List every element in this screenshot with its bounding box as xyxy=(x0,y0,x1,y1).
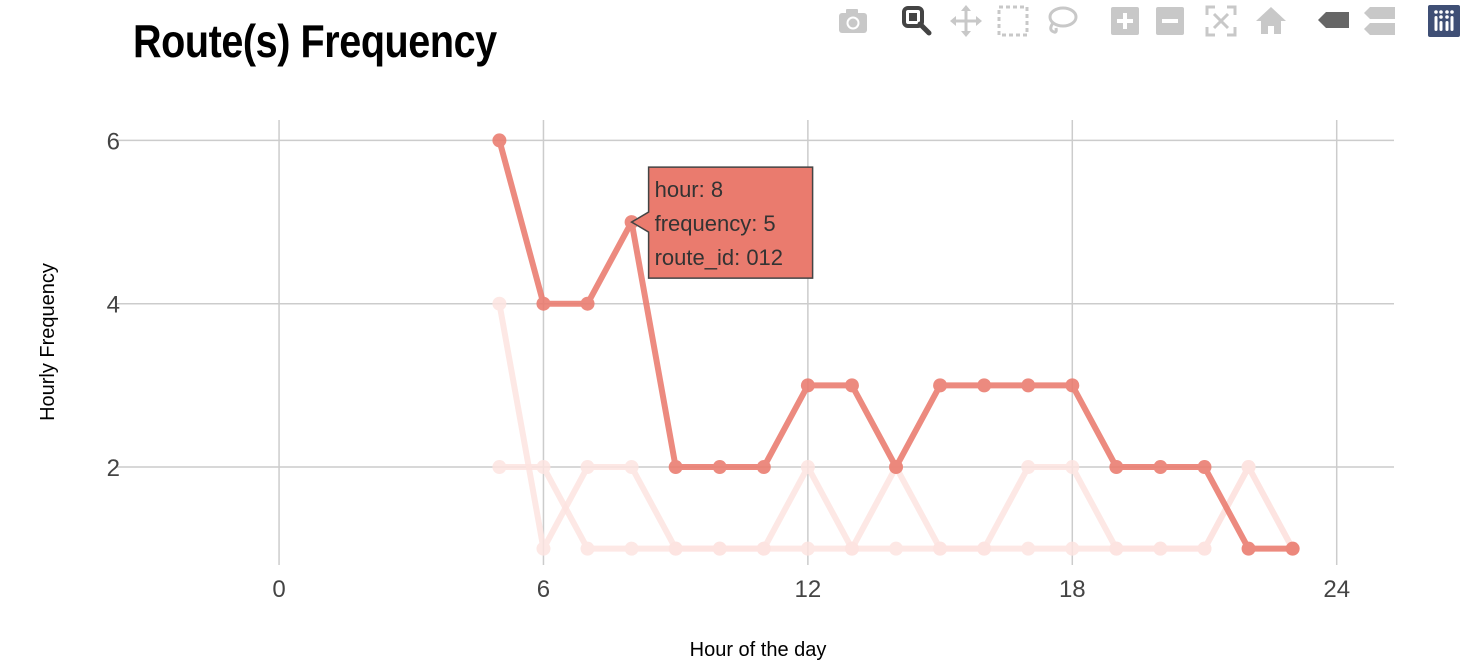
data-point[interactable] xyxy=(1197,541,1212,556)
data-point[interactable] xyxy=(492,133,507,148)
data-point[interactable] xyxy=(624,541,639,556)
data-point[interactable] xyxy=(1153,460,1168,475)
data-point[interactable] xyxy=(1241,460,1256,475)
data-point[interactable] xyxy=(492,296,507,311)
data-point[interactable] xyxy=(889,541,904,556)
series-2[interactable] xyxy=(492,460,1300,556)
data-point[interactable] xyxy=(977,541,992,556)
chart-title: Route(s) Frequency xyxy=(133,15,497,67)
data-point[interactable] xyxy=(1197,460,1212,475)
y-tick-label: 2 xyxy=(107,455,120,482)
series-line xyxy=(496,139,1293,552)
tooltip-box xyxy=(630,166,814,279)
data-point[interactable] xyxy=(492,460,507,475)
data-point[interactable] xyxy=(844,378,859,393)
data-point[interactable] xyxy=(1021,378,1036,393)
modebar xyxy=(836,4,1466,38)
data-point[interactable] xyxy=(536,296,551,311)
x-tick-label: 18 xyxy=(1059,576,1086,603)
data-point[interactable] xyxy=(889,460,904,475)
x-tick-label: 12 xyxy=(795,576,822,603)
data-point[interactable] xyxy=(800,541,815,556)
data-point[interactable] xyxy=(800,378,815,393)
hover-tooltip: hour: 8 frequency: 5 route_id: 012 xyxy=(630,166,814,279)
tooltip-line: frequency: 5 xyxy=(655,211,776,236)
series-1[interactable] xyxy=(492,296,1300,556)
lasso-select-icon[interactable] xyxy=(1044,4,1078,38)
hover-compare-icon[interactable] xyxy=(1362,4,1396,38)
series-0[interactable] xyxy=(492,133,1300,556)
data-point[interactable] xyxy=(536,460,551,475)
reset-axes-icon[interactable] xyxy=(1254,4,1288,38)
data-point[interactable] xyxy=(1153,541,1168,556)
box-select-icon[interactable] xyxy=(996,4,1030,38)
y-tick-label: 6 xyxy=(107,128,120,155)
data-point[interactable] xyxy=(1109,541,1124,556)
tooltip-line: route_id: 012 xyxy=(655,245,783,270)
y-axis-title: Hourly Frequency xyxy=(37,263,59,421)
data-point[interactable] xyxy=(756,460,771,475)
data-point[interactable] xyxy=(712,541,727,556)
data-point[interactable] xyxy=(712,460,727,475)
data-point[interactable] xyxy=(1065,541,1080,556)
data-point[interactable] xyxy=(580,296,595,311)
data-point[interactable] xyxy=(1065,378,1080,393)
zoom-in-icon[interactable] xyxy=(1108,4,1142,38)
data-point[interactable] xyxy=(1021,541,1036,556)
data-point[interactable] xyxy=(668,460,683,475)
data-point[interactable] xyxy=(624,460,639,475)
autoscale-icon[interactable] xyxy=(1204,4,1238,38)
data-point[interactable] xyxy=(977,378,992,393)
data-point[interactable] xyxy=(580,541,595,556)
tooltip-line: hour: 8 xyxy=(655,177,724,202)
zoom-out-icon[interactable] xyxy=(1153,4,1187,38)
data-point[interactable] xyxy=(800,460,815,475)
plotly-logo-icon[interactable] xyxy=(1427,4,1461,38)
data-point[interactable] xyxy=(580,460,595,475)
data-point[interactable] xyxy=(668,541,683,556)
x-tick-label: 6 xyxy=(537,576,550,603)
data-point[interactable] xyxy=(1021,460,1036,475)
data-point[interactable] xyxy=(933,378,948,393)
data-point[interactable] xyxy=(1065,460,1080,475)
camera-icon[interactable] xyxy=(836,4,870,38)
data-point[interactable] xyxy=(756,541,771,556)
x-tick-label: 24 xyxy=(1323,576,1350,603)
data-point[interactable] xyxy=(1241,541,1256,556)
zoom-icon[interactable] xyxy=(899,4,933,38)
data-point[interactable] xyxy=(536,541,551,556)
pan-icon[interactable] xyxy=(949,4,983,38)
data-point[interactable] xyxy=(933,541,948,556)
data-point[interactable] xyxy=(1109,460,1124,475)
data-point[interactable] xyxy=(1285,541,1300,556)
x-tick-label: 0 xyxy=(272,576,285,603)
series-line xyxy=(496,303,1296,552)
series-line xyxy=(499,464,1296,552)
hover-closest-icon[interactable] xyxy=(1316,4,1350,38)
x-axis-title: Hour of the day xyxy=(690,639,827,661)
series-layer xyxy=(492,133,1300,556)
y-tick-label: 4 xyxy=(107,292,120,319)
data-point[interactable] xyxy=(844,541,859,556)
